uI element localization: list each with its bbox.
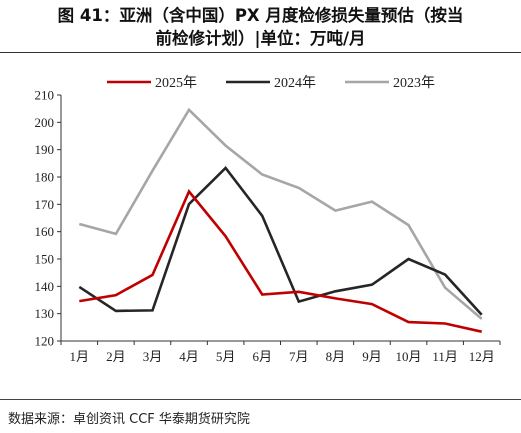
y-tick-label: 210 bbox=[35, 88, 55, 103]
x-tick-label: 6月 bbox=[252, 349, 272, 364]
x-tick-label: 9月 bbox=[362, 349, 382, 364]
footer-divider bbox=[0, 399, 521, 400]
x-tick-label: 2月 bbox=[106, 349, 126, 364]
y-tick-label: 200 bbox=[35, 115, 55, 130]
y-tick-label: 140 bbox=[35, 279, 55, 294]
y-tick-label: 190 bbox=[35, 142, 55, 157]
chart-title: 图 41：亚洲（含中国）PX 月度检修损失量预估（按当 前检修计划）|单位：万吨… bbox=[0, 4, 521, 50]
x-tick-label: 10月 bbox=[396, 349, 422, 364]
x-tick-label: 11月 bbox=[432, 349, 458, 364]
title-line-1: 图 41：亚洲（含中国）PX 月度检修损失量预估（按当 bbox=[57, 6, 464, 25]
series-line-2024年 bbox=[78, 166, 483, 316]
y-tick-label: 160 bbox=[35, 224, 55, 239]
y-tick-label: 150 bbox=[35, 252, 55, 267]
title-line-2: 前检修计划）|单位：万吨/月 bbox=[155, 29, 366, 48]
series-line-2025年 bbox=[79, 189, 482, 333]
y-tick-label: 180 bbox=[35, 170, 55, 185]
x-tick-label: 8月 bbox=[326, 349, 346, 364]
y-tick-label: 170 bbox=[35, 197, 55, 212]
y-tick-label: 120 bbox=[35, 334, 55, 349]
source-note: 数据来源：卓创资讯 CCF 华泰期货研究院 bbox=[8, 412, 250, 427]
legend-label-2024年: 2024年 bbox=[274, 75, 316, 91]
legend-label-2025年: 2025年 bbox=[155, 75, 197, 91]
title-divider bbox=[0, 52, 521, 53]
x-tick-label: 3月 bbox=[143, 349, 163, 364]
x-tick-label: 5月 bbox=[216, 349, 236, 364]
line-chart: 120 130 140 150 160 170 180 190 200 210 1月 2月 3月 4月 5月… bbox=[35, 75, 501, 364]
x-tick-label: 12月 bbox=[469, 349, 495, 364]
x-tick-label: 4月 bbox=[179, 349, 199, 364]
y-tick-label: 130 bbox=[35, 306, 55, 321]
x-tick-label: 1月 bbox=[70, 349, 90, 364]
legend-label-2023年: 2023年 bbox=[393, 75, 435, 91]
x-tick-label: 7月 bbox=[289, 349, 309, 364]
series-line-2023年 bbox=[78, 107, 483, 320]
